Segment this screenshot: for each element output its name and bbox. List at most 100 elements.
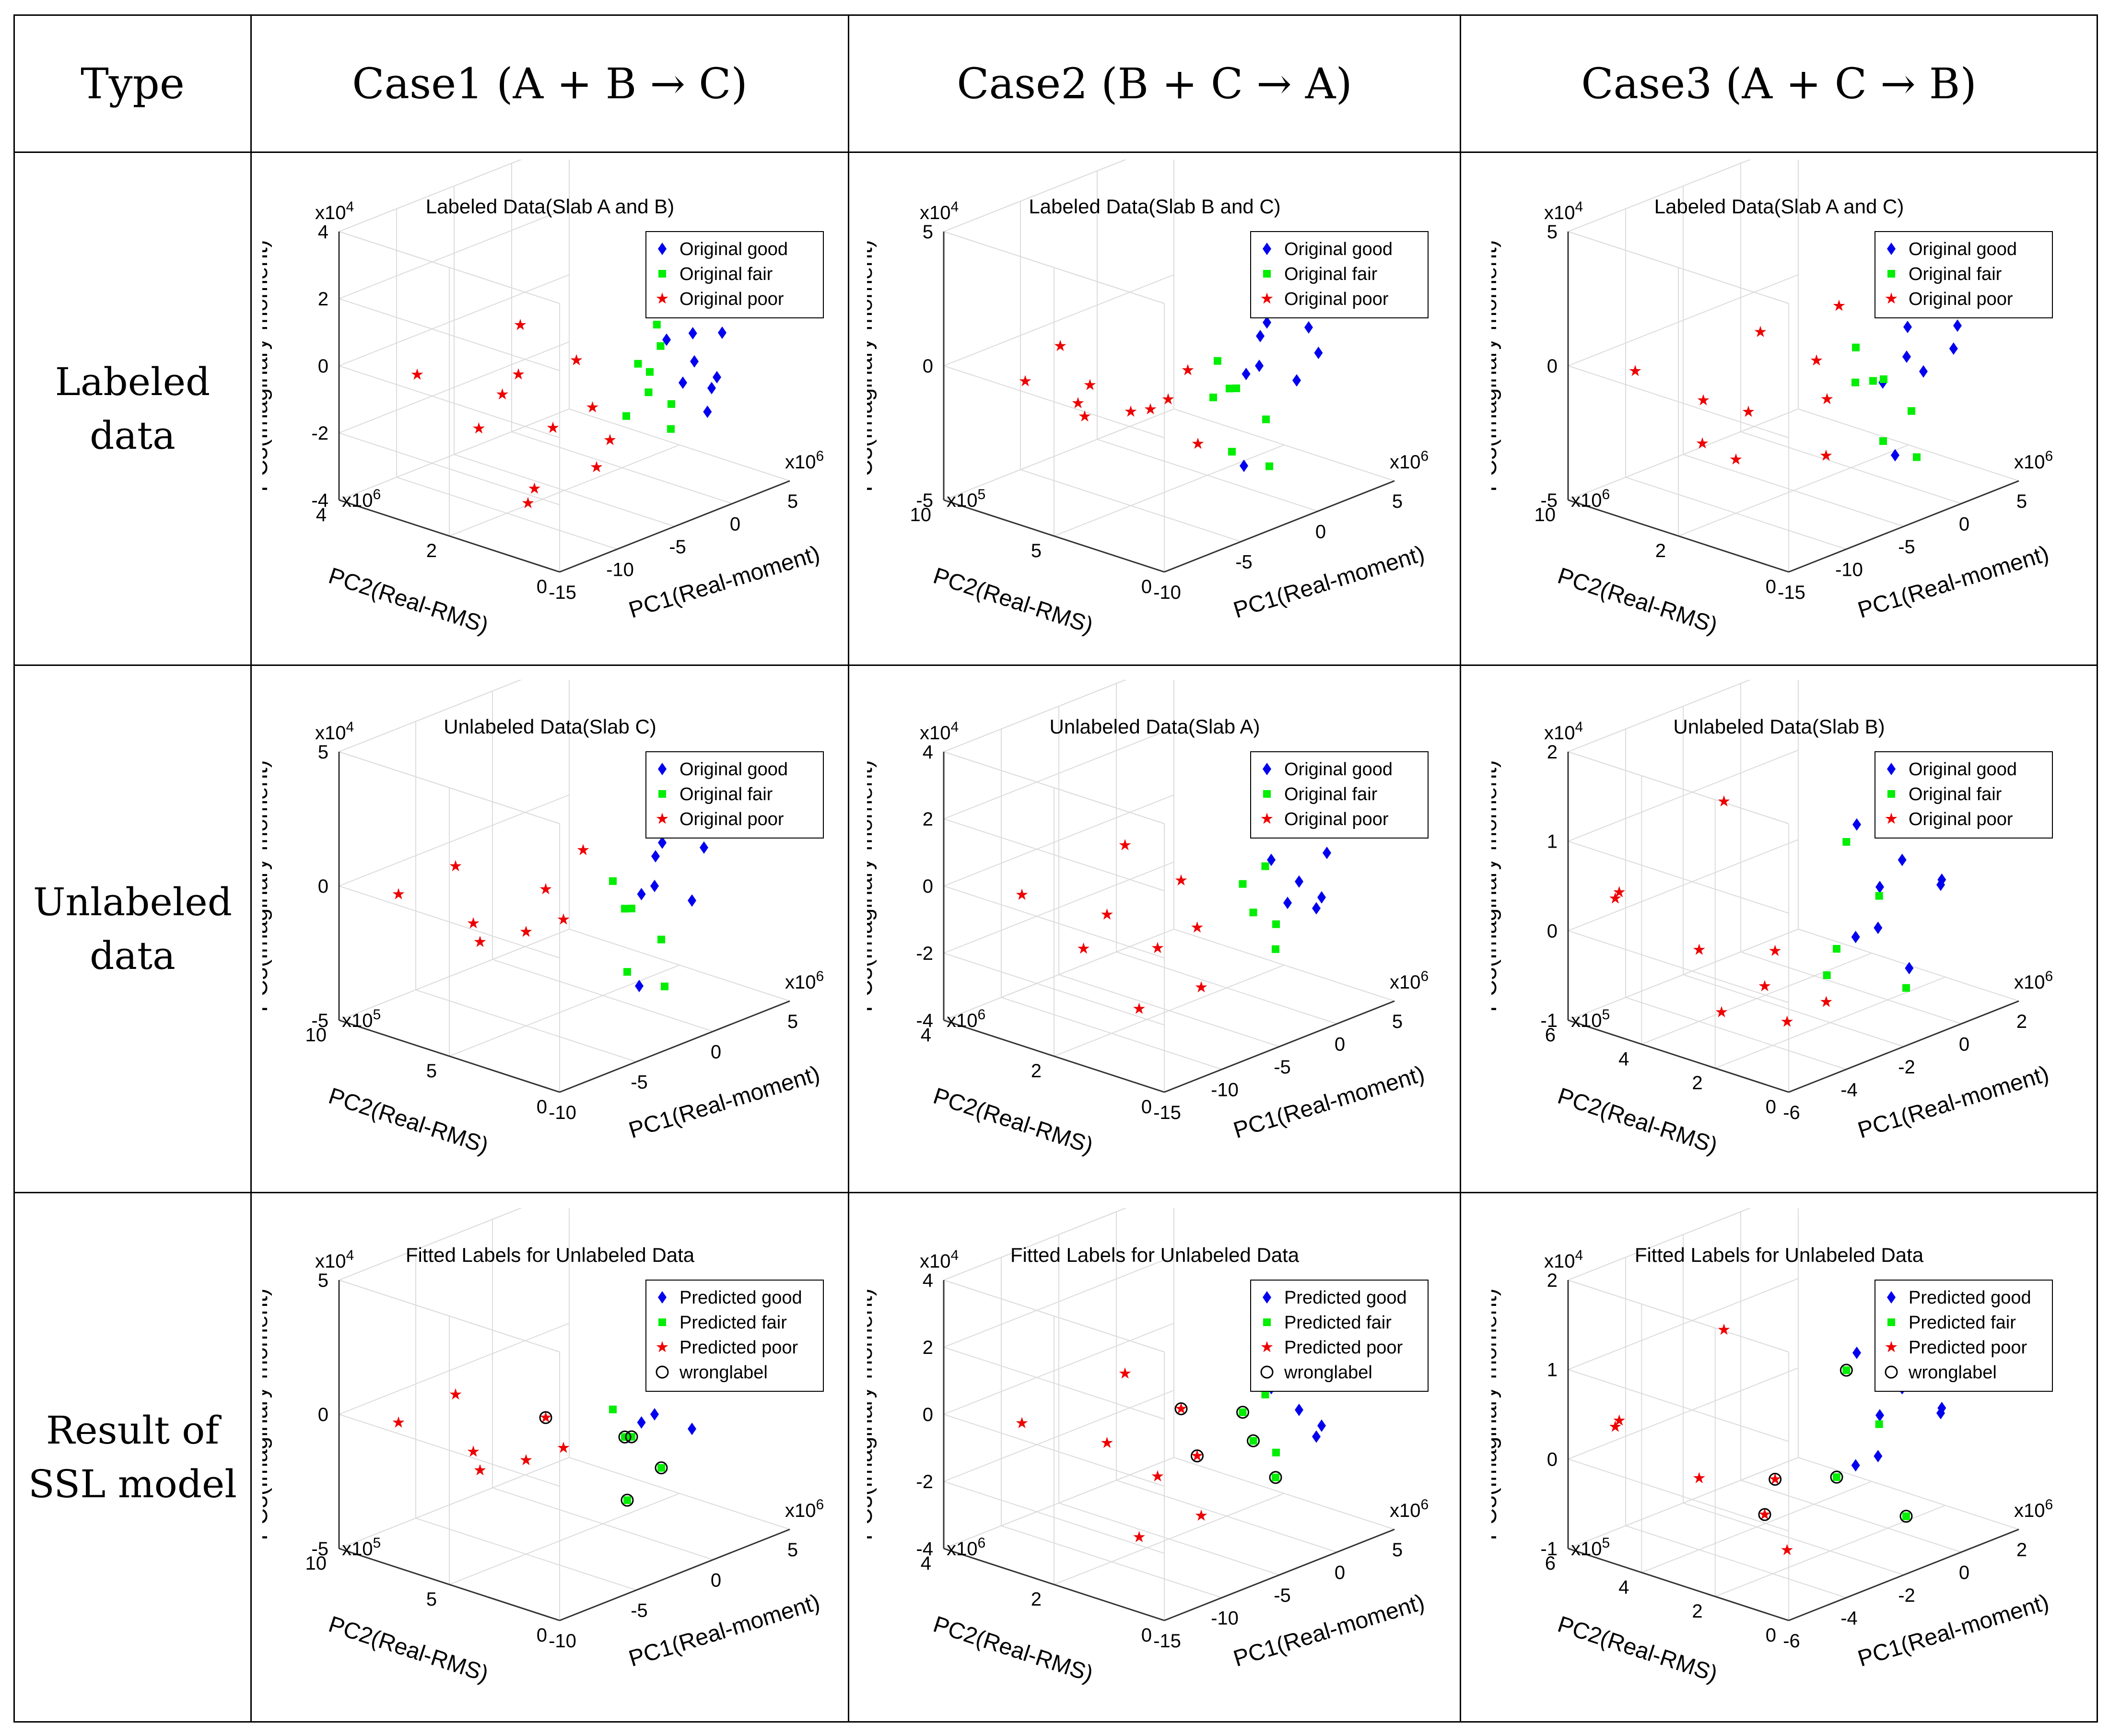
poor-point bbox=[1718, 1323, 1730, 1335]
legend-entry: Original good bbox=[1909, 759, 2017, 780]
poor-point bbox=[1693, 1471, 1705, 1483]
fair-point bbox=[1271, 1473, 1279, 1481]
fair-point bbox=[621, 904, 629, 912]
poor-point bbox=[449, 1388, 461, 1399]
grid-line bbox=[943, 727, 1174, 819]
good-point bbox=[1852, 818, 1861, 831]
poor-point bbox=[590, 461, 602, 472]
x-axis-line bbox=[1163, 480, 1395, 572]
z-tick-label: 4 bbox=[922, 742, 933, 763]
case2-header: Case2 (B + C → A) bbox=[848, 14, 1461, 153]
z-tick-label: 1 bbox=[1547, 831, 1557, 852]
legend-entry: Original fair bbox=[1909, 264, 2002, 284]
good-point bbox=[1886, 242, 1896, 255]
scatter3d-chart: -6 -4 -2 0 2 0 2 4 6-1 0 1 2 x106 x105 x104 PC1(Real-mo… bbox=[1491, 1208, 2053, 1687]
poor-point bbox=[1769, 1473, 1781, 1484]
grid-line bbox=[1740, 1480, 1961, 1552]
ssl-row: Result of SSL model -10 -5 0 5 0 5 10 -5 0 5 x106 x… bbox=[13, 1192, 2098, 1723]
legend-entry: Original poor bbox=[1284, 809, 1389, 829]
fair-point bbox=[1887, 790, 1895, 798]
x-tick-label: 5 bbox=[787, 491, 797, 512]
z-tick-label: 5 bbox=[922, 221, 933, 243]
grid-line bbox=[339, 365, 560, 438]
wronglabel-marker bbox=[539, 1410, 552, 1424]
grid-line bbox=[1568, 274, 1798, 366]
fair-point bbox=[657, 1464, 665, 1472]
z-exponent: x104 bbox=[920, 719, 959, 744]
good-point bbox=[1937, 1401, 1946, 1414]
x-tick-label: 0 bbox=[729, 513, 740, 535]
grid-line bbox=[1568, 839, 1798, 931]
grid-line bbox=[1054, 964, 1284, 1057]
poor-point bbox=[474, 1464, 486, 1475]
poor-point bbox=[656, 1340, 668, 1352]
case3-header: Case3 (A + C → B) bbox=[1460, 14, 2098, 153]
poor-point bbox=[539, 883, 551, 894]
good-point bbox=[1292, 373, 1301, 386]
y-exponent: x105 bbox=[1571, 1535, 1610, 1560]
fair-point bbox=[1232, 384, 1240, 392]
good-point bbox=[1254, 359, 1264, 372]
z-tick-label: 2 bbox=[1547, 742, 1557, 763]
grid-line bbox=[1625, 997, 1846, 1070]
y-axis-label: PC2(Real-RMS) bbox=[930, 563, 1096, 639]
z-tick-label: 2 bbox=[922, 1337, 933, 1358]
poor-point bbox=[514, 318, 526, 330]
grid-line bbox=[943, 885, 1164, 958]
grid-line bbox=[1568, 1458, 1789, 1531]
poor-point bbox=[1769, 944, 1781, 956]
poor-point bbox=[604, 433, 616, 445]
wronglabel-marker bbox=[625, 1430, 638, 1443]
good-point bbox=[1904, 961, 1913, 974]
poor-point bbox=[528, 482, 540, 494]
poor-point bbox=[467, 1445, 479, 1456]
y-exponent: x105 bbox=[1571, 1007, 1610, 1031]
chart-title: Labeled Data(Slab B and C) bbox=[1029, 195, 1280, 218]
chart-title: Fitted Labels for Unlabeled Data bbox=[1010, 1244, 1299, 1266]
good-point bbox=[1317, 891, 1326, 904]
y-tick-label: 2 bbox=[1655, 540, 1665, 561]
x-tick-label: 5 bbox=[787, 1011, 797, 1032]
grid-line bbox=[1568, 1367, 1798, 1459]
poor-point bbox=[1101, 908, 1113, 920]
row-label-labeled: Labeled data bbox=[13, 151, 252, 666]
fair-point bbox=[1887, 269, 1895, 278]
x-tick-label: -6 bbox=[1783, 1102, 1800, 1123]
points-group bbox=[1609, 795, 1946, 1027]
y-axis-line bbox=[1568, 1019, 1789, 1093]
z-tick-label: -5 bbox=[1540, 490, 1558, 511]
legend-entry: Original good bbox=[680, 759, 788, 780]
poor-point bbox=[1781, 1015, 1793, 1027]
legend: Original good Original fair Original poor bbox=[1250, 231, 1429, 318]
good-point bbox=[1312, 902, 1321, 914]
y-tick-label: 0 bbox=[1765, 1625, 1776, 1646]
fair-point bbox=[623, 1496, 631, 1504]
chart-title: Labeled Data(Slab A and C) bbox=[1654, 195, 1904, 218]
fair-point bbox=[1271, 945, 1279, 953]
z-tick-label: 5 bbox=[317, 1270, 328, 1291]
x-tick-label: 5 bbox=[787, 1539, 797, 1561]
y-tick-label: 4 bbox=[920, 1025, 931, 1046]
good-point bbox=[1890, 449, 1899, 461]
y-tick-label: 2 bbox=[1692, 1601, 1702, 1622]
z-tick-label: -4 bbox=[311, 490, 328, 511]
grid-line bbox=[943, 952, 1164, 1025]
legend-entry: Predicted poor bbox=[680, 1338, 798, 1358]
legend-box bbox=[1250, 751, 1429, 839]
good-point bbox=[1953, 319, 1962, 332]
legend: Original good Original fair Original poor bbox=[645, 231, 824, 318]
z-tick-label: 0 bbox=[922, 356, 933, 377]
good-point bbox=[1898, 853, 1907, 866]
x-tick-label: 0 bbox=[710, 1041, 721, 1062]
box-edge bbox=[339, 679, 522, 752]
grid-line bbox=[339, 341, 569, 433]
x-tick-label: -5 bbox=[1235, 551, 1253, 572]
z-axis-label: PC3(Imaginary-moment) bbox=[867, 760, 877, 1012]
grid-line bbox=[1568, 930, 1789, 1003]
y-exponent: x106 bbox=[342, 487, 381, 511]
fair-point bbox=[1261, 1390, 1269, 1398]
chart-title: Fitted Labels for Unlabeled Data bbox=[405, 1244, 694, 1266]
z-exponent: x104 bbox=[920, 199, 959, 223]
grid-line bbox=[1568, 928, 1798, 1021]
grid-line bbox=[339, 1456, 569, 1549]
